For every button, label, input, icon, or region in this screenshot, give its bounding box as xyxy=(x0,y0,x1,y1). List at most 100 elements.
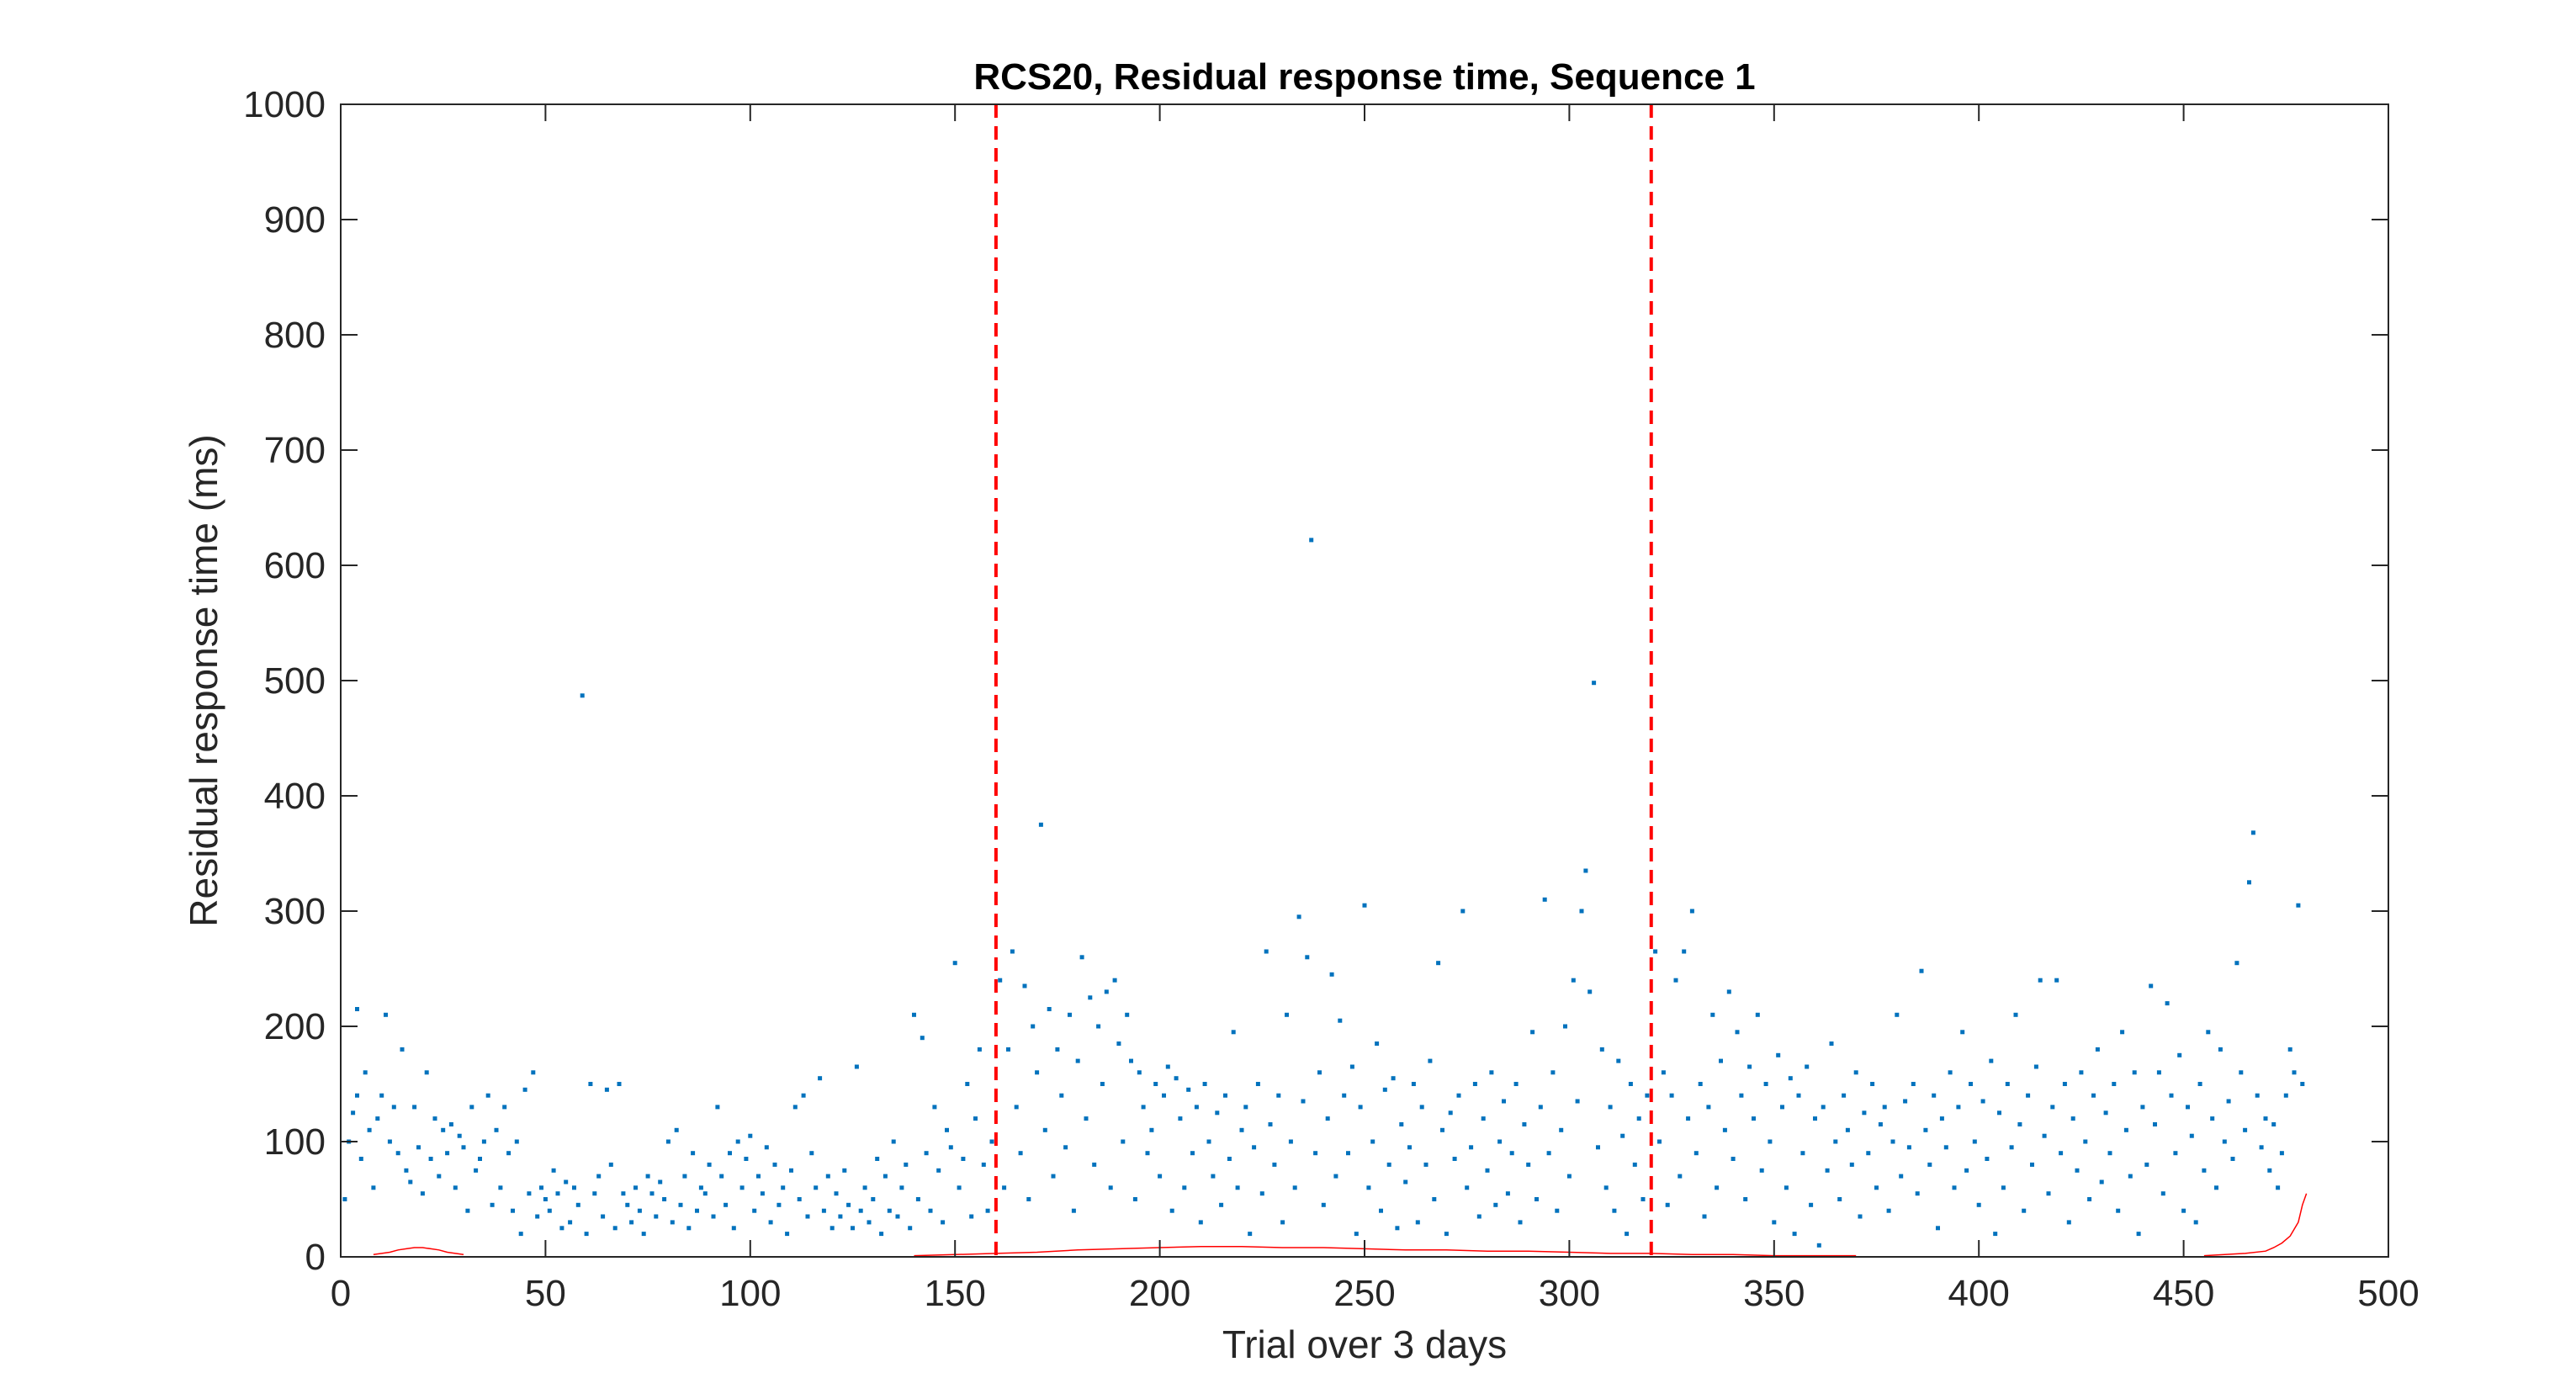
data-point xyxy=(1042,1127,1047,1132)
data-point xyxy=(469,1105,474,1110)
y-tick-label: 600 xyxy=(264,545,326,586)
data-point xyxy=(854,1064,859,1069)
data-point xyxy=(1002,1185,1007,1190)
data-point xyxy=(678,1202,683,1207)
data-point xyxy=(1522,1122,1527,1126)
data-point xyxy=(580,693,585,698)
data-point xyxy=(1031,1024,1036,1029)
data-point xyxy=(1047,1007,1052,1011)
data-point xyxy=(2173,1151,2178,1156)
data-point xyxy=(1472,1082,1477,1086)
data-point xyxy=(2247,880,2251,885)
data-point xyxy=(785,1232,790,1237)
data-point xyxy=(1379,1208,1383,1213)
data-point xyxy=(1726,989,1731,994)
data-point xyxy=(1198,1220,1203,1225)
data-point xyxy=(1653,949,1658,954)
data-point xyxy=(965,1082,970,1086)
data-point xyxy=(1678,1174,1683,1179)
data-point xyxy=(797,1197,802,1201)
data-point xyxy=(1338,1018,1343,1023)
data-point xyxy=(1640,1197,1646,1201)
data-point xyxy=(1317,1070,1322,1075)
data-point xyxy=(670,1220,675,1225)
data-point xyxy=(1022,983,1027,988)
data-point xyxy=(1088,995,1093,1000)
data-point xyxy=(2177,1052,2182,1057)
series-line xyxy=(914,1245,1857,1257)
data-point xyxy=(498,1185,503,1190)
data-point xyxy=(1923,1127,1928,1132)
data-point xyxy=(1456,1093,1461,1098)
data-point xyxy=(1329,972,1334,977)
data-point xyxy=(1599,1047,1604,1052)
data-point xyxy=(1915,1191,1920,1196)
data-point xyxy=(2054,978,2059,983)
data-point xyxy=(1092,1162,1097,1167)
data-point xyxy=(2222,1139,2227,1144)
data-point xyxy=(2267,1168,2272,1173)
data-point xyxy=(568,1220,573,1225)
data-point xyxy=(1132,1197,1137,1201)
data-point xyxy=(518,1232,523,1237)
data-point xyxy=(1268,1122,1273,1126)
data-point xyxy=(1194,1105,1199,1110)
data-point xyxy=(1665,1202,1670,1207)
x-tick-label: 200 xyxy=(1129,1273,1190,1314)
data-point xyxy=(1158,1174,1163,1179)
data-point xyxy=(1182,1185,1187,1190)
data-point xyxy=(1972,1139,1977,1144)
data-point xyxy=(1141,1105,1146,1110)
data-point xyxy=(1776,1052,1781,1057)
data-point xyxy=(2070,1116,2075,1121)
data-point xyxy=(1542,897,1547,902)
data-point xyxy=(1162,1093,1166,1098)
data-point xyxy=(1469,1145,1474,1150)
data-point xyxy=(420,1191,425,1196)
data-point xyxy=(2132,1070,2137,1075)
data-point xyxy=(1862,1110,1867,1116)
data-point xyxy=(387,1139,392,1144)
data-point xyxy=(1550,1070,1556,1075)
data-point xyxy=(1849,1162,1854,1167)
data-point xyxy=(2013,1012,2018,1017)
data-point xyxy=(809,1151,814,1156)
y-tick-label: 100 xyxy=(264,1121,326,1163)
data-point xyxy=(977,1047,982,1052)
data-point xyxy=(825,1174,830,1179)
chart-title: RCS20, Residual response time, Sequence … xyxy=(973,56,1755,98)
data-point xyxy=(1493,1202,1498,1207)
data-point xyxy=(948,1145,953,1150)
data-point xyxy=(1301,1099,1306,1104)
data-point xyxy=(1747,1064,1752,1069)
data-point xyxy=(1943,1145,1948,1150)
data-point xyxy=(1845,1127,1850,1132)
data-point xyxy=(412,1105,417,1110)
data-point xyxy=(1010,949,1015,954)
data-point xyxy=(1890,1139,1895,1144)
data-point xyxy=(682,1174,687,1179)
data-point xyxy=(1505,1191,1510,1196)
data-point xyxy=(342,1197,347,1201)
data-point xyxy=(1169,1208,1174,1213)
data-point xyxy=(2123,1127,2128,1132)
data-point xyxy=(1821,1105,1826,1110)
data-point xyxy=(1689,909,1694,914)
data-point xyxy=(846,1202,851,1207)
data-point xyxy=(1476,1214,1481,1219)
data-point xyxy=(760,1191,765,1196)
data-point xyxy=(1190,1151,1195,1156)
data-point xyxy=(1375,1041,1380,1046)
data-point xyxy=(575,1202,580,1207)
data-point xyxy=(2218,1047,2223,1052)
data-point xyxy=(1428,1058,1433,1063)
data-point xyxy=(957,1185,962,1190)
data-point xyxy=(1280,1220,1285,1225)
data-point xyxy=(1715,1185,1720,1190)
data-point xyxy=(2144,1162,2149,1167)
data-point xyxy=(792,1105,798,1110)
data-point xyxy=(1219,1202,1224,1207)
data-point xyxy=(2087,1197,2092,1201)
data-point xyxy=(781,1185,786,1190)
